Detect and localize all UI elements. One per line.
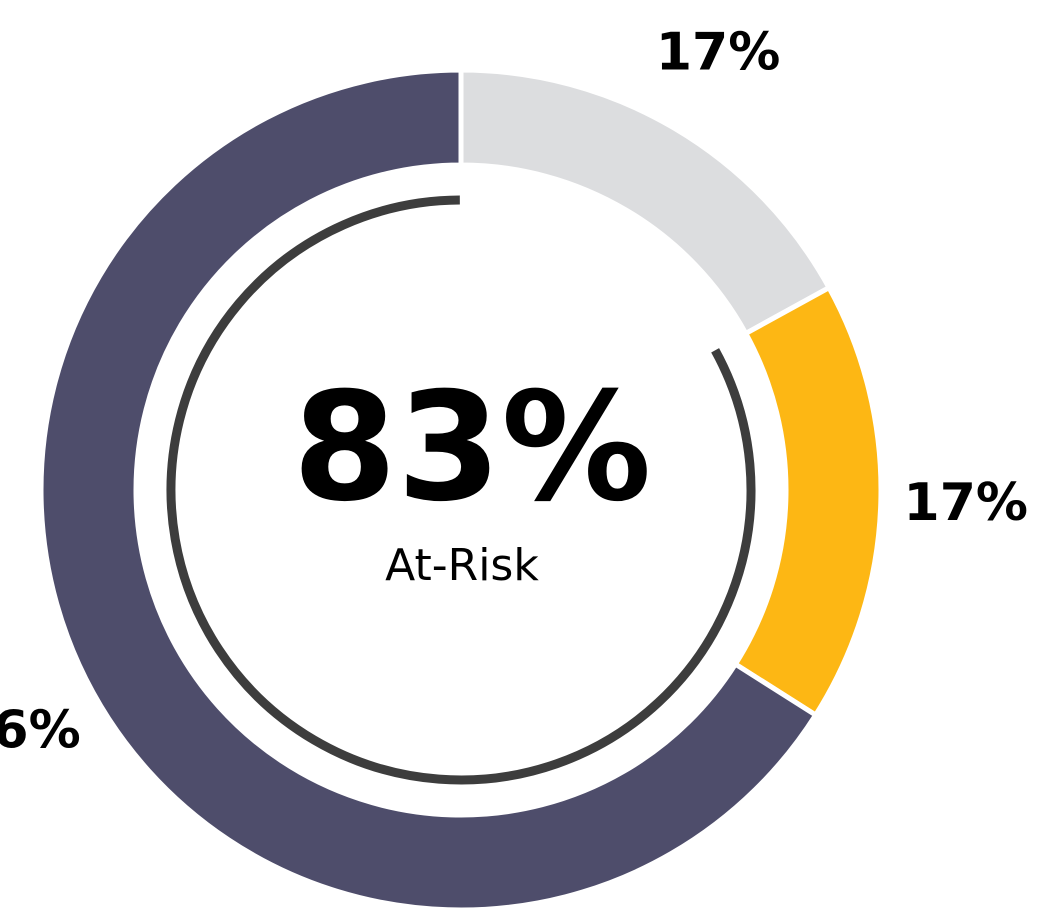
value-label: 17% xyxy=(656,22,780,82)
center-value: 83% xyxy=(292,361,651,535)
value-label: 66% xyxy=(0,700,81,760)
donut-slice xyxy=(731,284,884,719)
value-label: 17% xyxy=(904,473,1028,533)
donut-slice xyxy=(458,67,833,337)
donut-slice xyxy=(38,67,820,913)
center-text: At-Risk xyxy=(385,540,539,591)
center-arc xyxy=(166,195,756,785)
